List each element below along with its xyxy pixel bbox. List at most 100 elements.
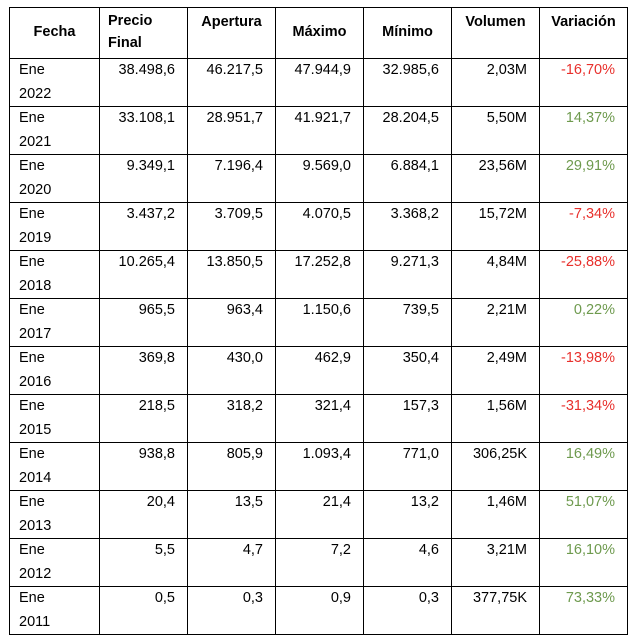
cell-variacion: 51,07% bbox=[539, 490, 628, 539]
cell-maximo: 41.921,7 bbox=[275, 106, 364, 155]
header-fecha: Fecha bbox=[9, 7, 100, 59]
cell-apertura: 4,7 bbox=[187, 538, 276, 587]
cell-fecha-anio: 2016 bbox=[19, 373, 52, 390]
cell-maximo: 21,4 bbox=[275, 490, 364, 539]
cell-maximo: 462,9 bbox=[275, 346, 364, 395]
cell-variacion: 0,22% bbox=[539, 298, 628, 347]
cell-maximo: 7,2 bbox=[275, 538, 364, 587]
cell-maximo: 9.569,0 bbox=[275, 154, 364, 203]
cell-fecha-mes: Ene bbox=[19, 158, 45, 174]
header-precio-final: Precio Final bbox=[99, 7, 188, 59]
cell-variacion: 29,91% bbox=[539, 154, 628, 203]
cell-fecha-mes: Ene bbox=[19, 350, 45, 366]
cell-variacion: 16,49% bbox=[539, 442, 628, 491]
header-minimo: Mínimo bbox=[363, 7, 452, 59]
cell-precio-final: 33.108,1 bbox=[99, 106, 188, 155]
header-apertura: Apertura bbox=[187, 7, 276, 59]
table-row: Ene 2021 33.108,1 28.951,7 41.921,7 28.2… bbox=[9, 106, 628, 155]
cell-volumen: 4,84M bbox=[451, 250, 540, 299]
header-precio-line2: Final bbox=[108, 35, 142, 51]
cell-precio-final: 965,5 bbox=[99, 298, 188, 347]
cell-apertura: 318,2 bbox=[187, 394, 276, 443]
cell-volumen: 1,46M bbox=[451, 490, 540, 539]
header-variacion: Variación bbox=[539, 7, 628, 59]
header-volumen: Volumen bbox=[451, 7, 540, 59]
cell-maximo: 0,9 bbox=[275, 586, 364, 635]
cell-volumen: 5,50M bbox=[451, 106, 540, 155]
table-body: Ene 2022 38.498,6 46.217,5 47.944,9 32.9… bbox=[9, 58, 628, 635]
cell-fecha: Ene 2017 bbox=[9, 298, 100, 347]
cell-precio-final: 10.265,4 bbox=[99, 250, 188, 299]
table-row: Ene 2019 3.437,2 3.709,5 4.070,5 3.368,2… bbox=[9, 202, 628, 251]
cell-maximo: 1.093,4 bbox=[275, 442, 364, 491]
cell-fecha-mes: Ene bbox=[19, 446, 45, 462]
cell-apertura: 3.709,5 bbox=[187, 202, 276, 251]
cell-maximo: 17.252,8 bbox=[275, 250, 364, 299]
cell-fecha: Ene 2022 bbox=[9, 58, 100, 107]
cell-fecha-anio: 2011 bbox=[19, 613, 51, 630]
cell-minimo: 4,6 bbox=[363, 538, 452, 587]
header-row: Fecha Precio Final Apertura Máximo Mínim… bbox=[9, 7, 628, 59]
cell-minimo: 9.271,3 bbox=[363, 250, 452, 299]
cell-fecha-anio: 2020 bbox=[19, 181, 52, 198]
cell-apertura: 13.850,5 bbox=[187, 250, 276, 299]
cell-apertura: 430,0 bbox=[187, 346, 276, 395]
cell-fecha-mes: Ene bbox=[19, 494, 45, 510]
table-row: Ene 2011 0,5 0,3 0,9 0,3 377,75K 73,33% bbox=[9, 586, 628, 635]
cell-fecha-anio: 2021 bbox=[19, 133, 52, 150]
table-row: Ene 2020 9.349,1 7.196,4 9.569,0 6.884,1… bbox=[9, 154, 628, 203]
price-history-table-container: Fecha Precio Final Apertura Máximo Mínim… bbox=[9, 7, 628, 635]
cell-apertura: 13,5 bbox=[187, 490, 276, 539]
cell-fecha-mes: Ene bbox=[19, 110, 45, 126]
cell-precio-final: 369,8 bbox=[99, 346, 188, 395]
cell-fecha-anio: 2018 bbox=[19, 277, 52, 294]
cell-precio-final: 3.437,2 bbox=[99, 202, 188, 251]
cell-precio-final: 5,5 bbox=[99, 538, 188, 587]
cell-minimo: 0,3 bbox=[363, 586, 452, 635]
cell-variacion: -16,70% bbox=[539, 58, 628, 107]
cell-variacion: 14,37% bbox=[539, 106, 628, 155]
header-precio-line1: Precio bbox=[108, 13, 153, 29]
cell-fecha: Ene 2014 bbox=[9, 442, 100, 491]
cell-apertura: 0,3 bbox=[187, 586, 276, 635]
cell-volumen: 2,21M bbox=[451, 298, 540, 347]
cell-fecha: Ene 2021 bbox=[9, 106, 100, 155]
cell-volumen: 1,56M bbox=[451, 394, 540, 443]
table-row: Ene 2018 10.265,4 13.850,5 17.252,8 9.27… bbox=[9, 250, 628, 299]
header-maximo: Máximo bbox=[275, 7, 364, 59]
cell-fecha-anio: 2017 bbox=[19, 325, 52, 342]
cell-precio-final: 938,8 bbox=[99, 442, 188, 491]
cell-fecha-mes: Ene bbox=[19, 62, 45, 78]
cell-fecha-mes: Ene bbox=[19, 590, 45, 606]
table-row: Ene 2016 369,8 430,0 462,9 350,4 2,49M -… bbox=[9, 346, 628, 395]
cell-fecha: Ene 2012 bbox=[9, 538, 100, 587]
cell-precio-final: 9.349,1 bbox=[99, 154, 188, 203]
cell-maximo: 4.070,5 bbox=[275, 202, 364, 251]
cell-volumen: 2,03M bbox=[451, 58, 540, 107]
cell-maximo: 1.150,6 bbox=[275, 298, 364, 347]
cell-apertura: 46.217,5 bbox=[187, 58, 276, 107]
cell-minimo: 32.985,6 bbox=[363, 58, 452, 107]
cell-maximo: 321,4 bbox=[275, 394, 364, 443]
cell-fecha-mes: Ene bbox=[19, 254, 45, 270]
cell-fecha-anio: 2012 bbox=[19, 565, 52, 582]
cell-minimo: 3.368,2 bbox=[363, 202, 452, 251]
cell-minimo: 6.884,1 bbox=[363, 154, 452, 203]
table-row: Ene 2013 20,4 13,5 21,4 13,2 1,46M 51,07… bbox=[9, 490, 628, 539]
cell-fecha: Ene 2020 bbox=[9, 154, 100, 203]
cell-volumen: 23,56M bbox=[451, 154, 540, 203]
cell-variacion: -13,98% bbox=[539, 346, 628, 395]
cell-volumen: 2,49M bbox=[451, 346, 540, 395]
cell-variacion: -7,34% bbox=[539, 202, 628, 251]
cell-precio-final: 218,5 bbox=[99, 394, 188, 443]
table-row: Ene 2012 5,5 4,7 7,2 4,6 3,21M 16,10% bbox=[9, 538, 628, 587]
cell-fecha-mes: Ene bbox=[19, 302, 45, 318]
cell-volumen: 15,72M bbox=[451, 202, 540, 251]
cell-fecha-mes: Ene bbox=[19, 542, 45, 558]
cell-fecha-mes: Ene bbox=[19, 398, 45, 414]
table-row: Ene 2017 965,5 963,4 1.150,6 739,5 2,21M… bbox=[9, 298, 628, 347]
cell-minimo: 739,5 bbox=[363, 298, 452, 347]
cell-apertura: 7.196,4 bbox=[187, 154, 276, 203]
cell-minimo: 13,2 bbox=[363, 490, 452, 539]
table-row: Ene 2015 218,5 318,2 321,4 157,3 1,56M -… bbox=[9, 394, 628, 443]
